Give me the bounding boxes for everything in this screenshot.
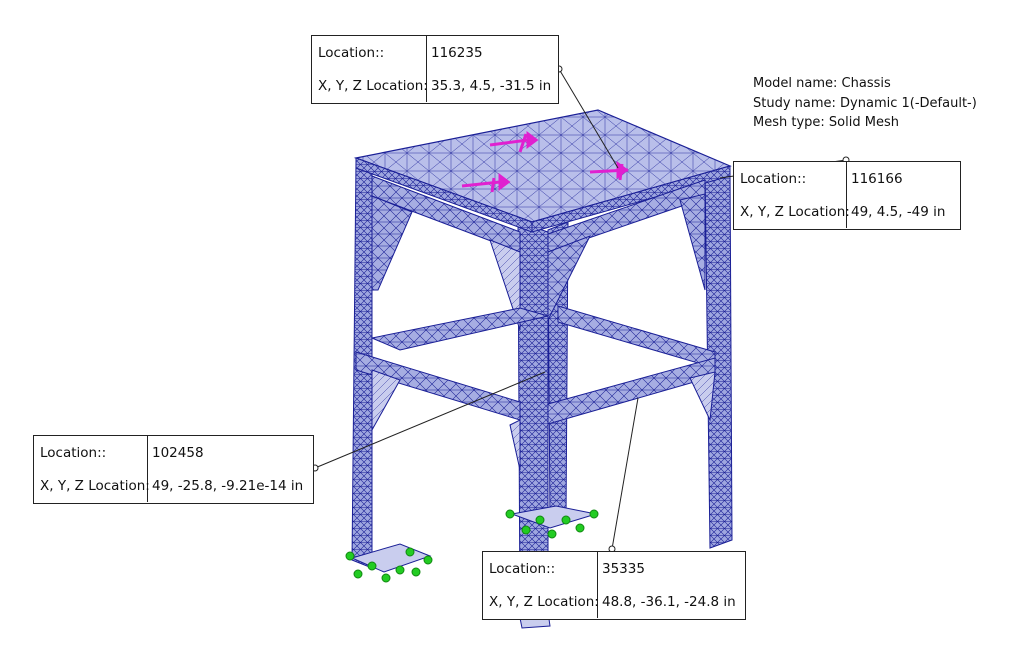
gusset-low-center — [509, 419, 521, 471]
gusset-low-right — [689, 371, 716, 422]
probe-xyz-label: X, Y, Z Location: — [734, 195, 850, 228]
probe-location-label: Location:: — [34, 436, 148, 469]
model-info-legend: Model name: Chassis Study name: Dynamic … — [753, 74, 977, 133]
fixture-symbols — [345, 509, 599, 583]
probe-location-label: Location:: — [734, 162, 847, 195]
probe-location-value: 116235 — [431, 44, 483, 61]
probe-xyz-value: 49, -25.8, -9.21e-14 in — [152, 477, 304, 494]
probe-xyz-label: X, Y, Z Location: — [483, 585, 599, 618]
load-arrows — [461, 131, 629, 193]
mid-beam-front — [547, 357, 716, 425]
study-name-text: Study name: Dynamic 1(-Default-) — [753, 95, 977, 111]
gusset-top-center-right — [547, 235, 592, 321]
gusset-top-right — [679, 193, 706, 291]
gusset-top-left — [371, 195, 413, 291]
gusset-low-left — [371, 369, 401, 432]
probe-xyz-value: 48.8, -36.1, -24.8 in — [602, 593, 736, 610]
mesh-type-text: Mesh type: Solid Mesh — [753, 115, 899, 130]
probe-location-value: 116166 — [851, 170, 903, 187]
gusset-top-center — [489, 239, 521, 331]
probe-location-label: Location:: — [312, 36, 427, 69]
top-plate-edge-right — [531, 165, 731, 233]
probe-xyz-label: X, Y, Z Location: — [312, 69, 428, 102]
chassis-mesh-model — [345, 109, 733, 629]
probe-location-value: 102458 — [152, 444, 204, 461]
probe-xyz-value: 35.3, 4.5, -31.5 in — [431, 77, 552, 94]
probe-xyz-label: X, Y, Z Location: — [34, 469, 150, 502]
model-name-text: Model name: Chassis — [753, 76, 891, 91]
probe-box-3[interactable]: Location:: 102458 X, Y, Z Location: 49, … — [33, 435, 314, 504]
probe-box-1[interactable]: Location:: 116235 X, Y, Z Location: 35.3… — [311, 35, 559, 104]
mid-beam-right-back — [557, 305, 716, 369]
probe-box-4[interactable]: Location:: 35335 X, Y, Z Location: 48.8,… — [482, 551, 746, 620]
probe-location-value: 35335 — [602, 560, 645, 577]
probe-xyz-value: 49, 4.5, -49 in — [851, 203, 946, 220]
probe-location-label: Location:: — [483, 552, 598, 585]
probe-box-2[interactable]: Location:: 116166 X, Y, Z Location: 49, … — [733, 161, 961, 230]
mid-beam-back — [370, 307, 549, 351]
